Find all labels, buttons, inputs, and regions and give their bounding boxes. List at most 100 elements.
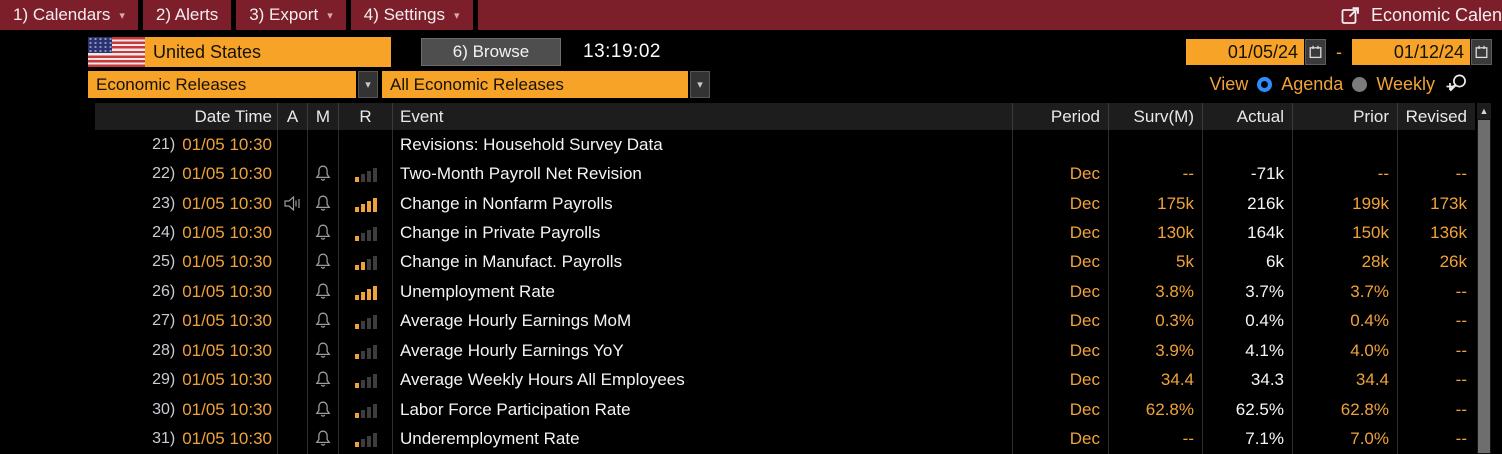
row-alert-cell (307, 277, 338, 307)
calendar-icon[interactable] (1305, 39, 1326, 65)
bell-icon[interactable] (315, 342, 331, 360)
row-alert-cell (307, 365, 338, 395)
bell-icon[interactable] (315, 283, 331, 301)
table-row[interactable]: 29) 01/05 10:30 Average Weekly Hours All E… (95, 365, 1475, 395)
table-body: 21) 01/05 10:30 Revisions: Household Surve… (95, 130, 1492, 454)
prior-value: 7.0% (1292, 424, 1397, 454)
bell-icon[interactable] (315, 401, 331, 419)
row-number: 30) (152, 400, 176, 418)
relevance-bars-icon (354, 196, 377, 212)
row-date-time-cell: 27) 01/05 10:30 (95, 307, 277, 336)
calendar-icon[interactable] (1471, 39, 1492, 65)
table-row[interactable]: 30) 01/05 10:30 Labor Force Participation … (95, 394, 1475, 425)
survey-value: 62.8% (1108, 394, 1202, 425)
header-surv[interactable]: Surv(M) (1108, 103, 1202, 130)
table-row[interactable]: 31) 01/05 10:30 Underemployment Rate Dec -- 7… (95, 424, 1475, 454)
row-relevance-cell (338, 424, 392, 454)
survey-value: -- (1108, 424, 1202, 454)
header-m[interactable]: M (307, 103, 338, 130)
view-radio-weekly[interactable] (1352, 77, 1368, 92)
category-select[interactable]: Economic Releases (88, 71, 356, 98)
actual-value: 7.1% (1202, 424, 1292, 454)
header-event[interactable]: Event (392, 103, 1012, 130)
menu-item-settings[interactable]: 4) Settings ▾ (351, 0, 478, 30)
revised-value: -- (1397, 277, 1475, 307)
zoom-search-icon[interactable] (1444, 73, 1468, 96)
prior-value: -- (1292, 159, 1397, 189)
scroll-up-icon[interactable]: ▲ (1477, 103, 1491, 119)
row-audio-cell (277, 394, 307, 425)
date-range: 01/05/24 - 01/12/24 (1186, 39, 1502, 65)
chevron-down-icon: ▾ (454, 9, 460, 22)
prior-value: 0.4% (1292, 306, 1397, 337)
export-icon[interactable] (1340, 5, 1361, 26)
survey-value: 3.8% (1108, 277, 1202, 307)
chevron-down-icon[interactable]: ▾ (690, 71, 710, 98)
date-from-input[interactable]: 01/05/24 (1186, 39, 1304, 65)
table-row[interactable]: 27) 01/05 10:30 Average Hourly Earnings Mo… (95, 306, 1475, 337)
bell-icon[interactable] (315, 165, 331, 183)
row-number: 29) (152, 371, 176, 389)
menu-item-label: 1) Calendars (13, 5, 111, 24)
menu-items: 1) Calendars ▾ 2) Alerts 3) Export ▾ 4) Setti… (0, 0, 478, 30)
scrollbar-thumb[interactable] (1478, 120, 1490, 453)
period-value: Dec (1012, 424, 1108, 454)
row-audio-cell (277, 218, 307, 248)
period-value: Dec (1012, 306, 1108, 337)
bell-icon[interactable] (315, 430, 331, 448)
row-relevance-cell (338, 365, 392, 395)
event-name: Change in Private Payrolls (392, 218, 1012, 248)
view-radio-agenda[interactable] (1257, 77, 1273, 92)
bell-icon[interactable] (315, 253, 331, 271)
header-revised[interactable]: Revised (1397, 103, 1475, 130)
date-to-input[interactable]: 01/12/24 (1352, 39, 1470, 65)
header-date-time[interactable]: Date Time (194, 106, 272, 126)
row-alert-cell (307, 424, 338, 454)
bell-icon[interactable] (315, 195, 331, 213)
table-row[interactable]: 24) 01/05 10:30 Change in Private Payrolls… (95, 218, 1475, 248)
prior-value: 3.7% (1292, 277, 1397, 307)
event-name: Underemployment Rate (392, 424, 1012, 454)
event-name: Labor Force Participation Rate (392, 394, 1012, 425)
chevron-down-icon: ▾ (327, 9, 333, 22)
table-row[interactable]: 28) 01/05 10:30 Average Hourly Earnings Yo… (95, 336, 1475, 366)
table-row[interactable]: 21) 01/05 10:30 Revisions: Household Surve… (95, 130, 1475, 160)
row-date-time: 01/05 10:30 (182, 252, 272, 272)
header-actual[interactable]: Actual (1202, 103, 1292, 130)
menu-item-calendars[interactable]: 1) Calendars ▾ (0, 0, 143, 30)
view-radio-label[interactable]: Agenda (1281, 74, 1344, 94)
header-r[interactable]: R (338, 103, 392, 130)
table-row[interactable]: 25) 01/05 10:30 Change in Manufact. Payrol… (95, 247, 1475, 278)
table-row[interactable]: 22) 01/05 10:30 Two-Month Payroll Net Revi… (95, 159, 1475, 189)
bell-icon[interactable] (315, 312, 331, 330)
header-a[interactable]: A (277, 103, 307, 130)
table-row[interactable]: 26) 01/05 10:30 Unemployment Rate Dec 3.8% 3.… (95, 277, 1475, 307)
bell-icon[interactable] (315, 371, 331, 389)
row-number: 24) (152, 224, 176, 242)
row-date-time: 01/05 10:30 (182, 370, 272, 390)
prior-value: 62.8% (1292, 394, 1397, 425)
header-prior[interactable]: Prior (1292, 103, 1397, 130)
chevron-down-icon[interactable]: ▾ (358, 71, 378, 98)
view-radio-label[interactable]: Weekly (1376, 74, 1435, 94)
row-relevance-cell (338, 218, 392, 248)
menu-item-alerts[interactable]: 2) Alerts (143, 0, 237, 30)
browse-button[interactable]: 6) Browse (421, 38, 561, 66)
row-audio-cell (277, 336, 307, 366)
bell-icon[interactable] (315, 224, 331, 242)
subcategory-select[interactable]: All Economic Releases (382, 71, 688, 98)
view-label: View (1209, 74, 1249, 94)
date-range-separator: - (1336, 41, 1342, 62)
view-switcher: View Agenda Weekly (1210, 73, 1502, 96)
header-period[interactable]: Period (1012, 103, 1108, 130)
relevance-bars-icon (354, 402, 377, 418)
country-input[interactable]: United States (145, 37, 391, 67)
table-row[interactable]: 23) 01/05 10:30 Change in Nonfarm Payrolls… (95, 188, 1475, 219)
vertical-scrollbar[interactable]: ▲ (1477, 103, 1491, 454)
row-date-time: 01/05 10:30 (182, 399, 272, 419)
row-alert-cell (307, 247, 338, 278)
row-alert-cell (307, 218, 338, 248)
row-date-time-cell: 26) 01/05 10:30 (95, 277, 277, 306)
period-value: Dec (1012, 336, 1108, 366)
menu-item-export[interactable]: 3) Export ▾ (236, 0, 351, 30)
